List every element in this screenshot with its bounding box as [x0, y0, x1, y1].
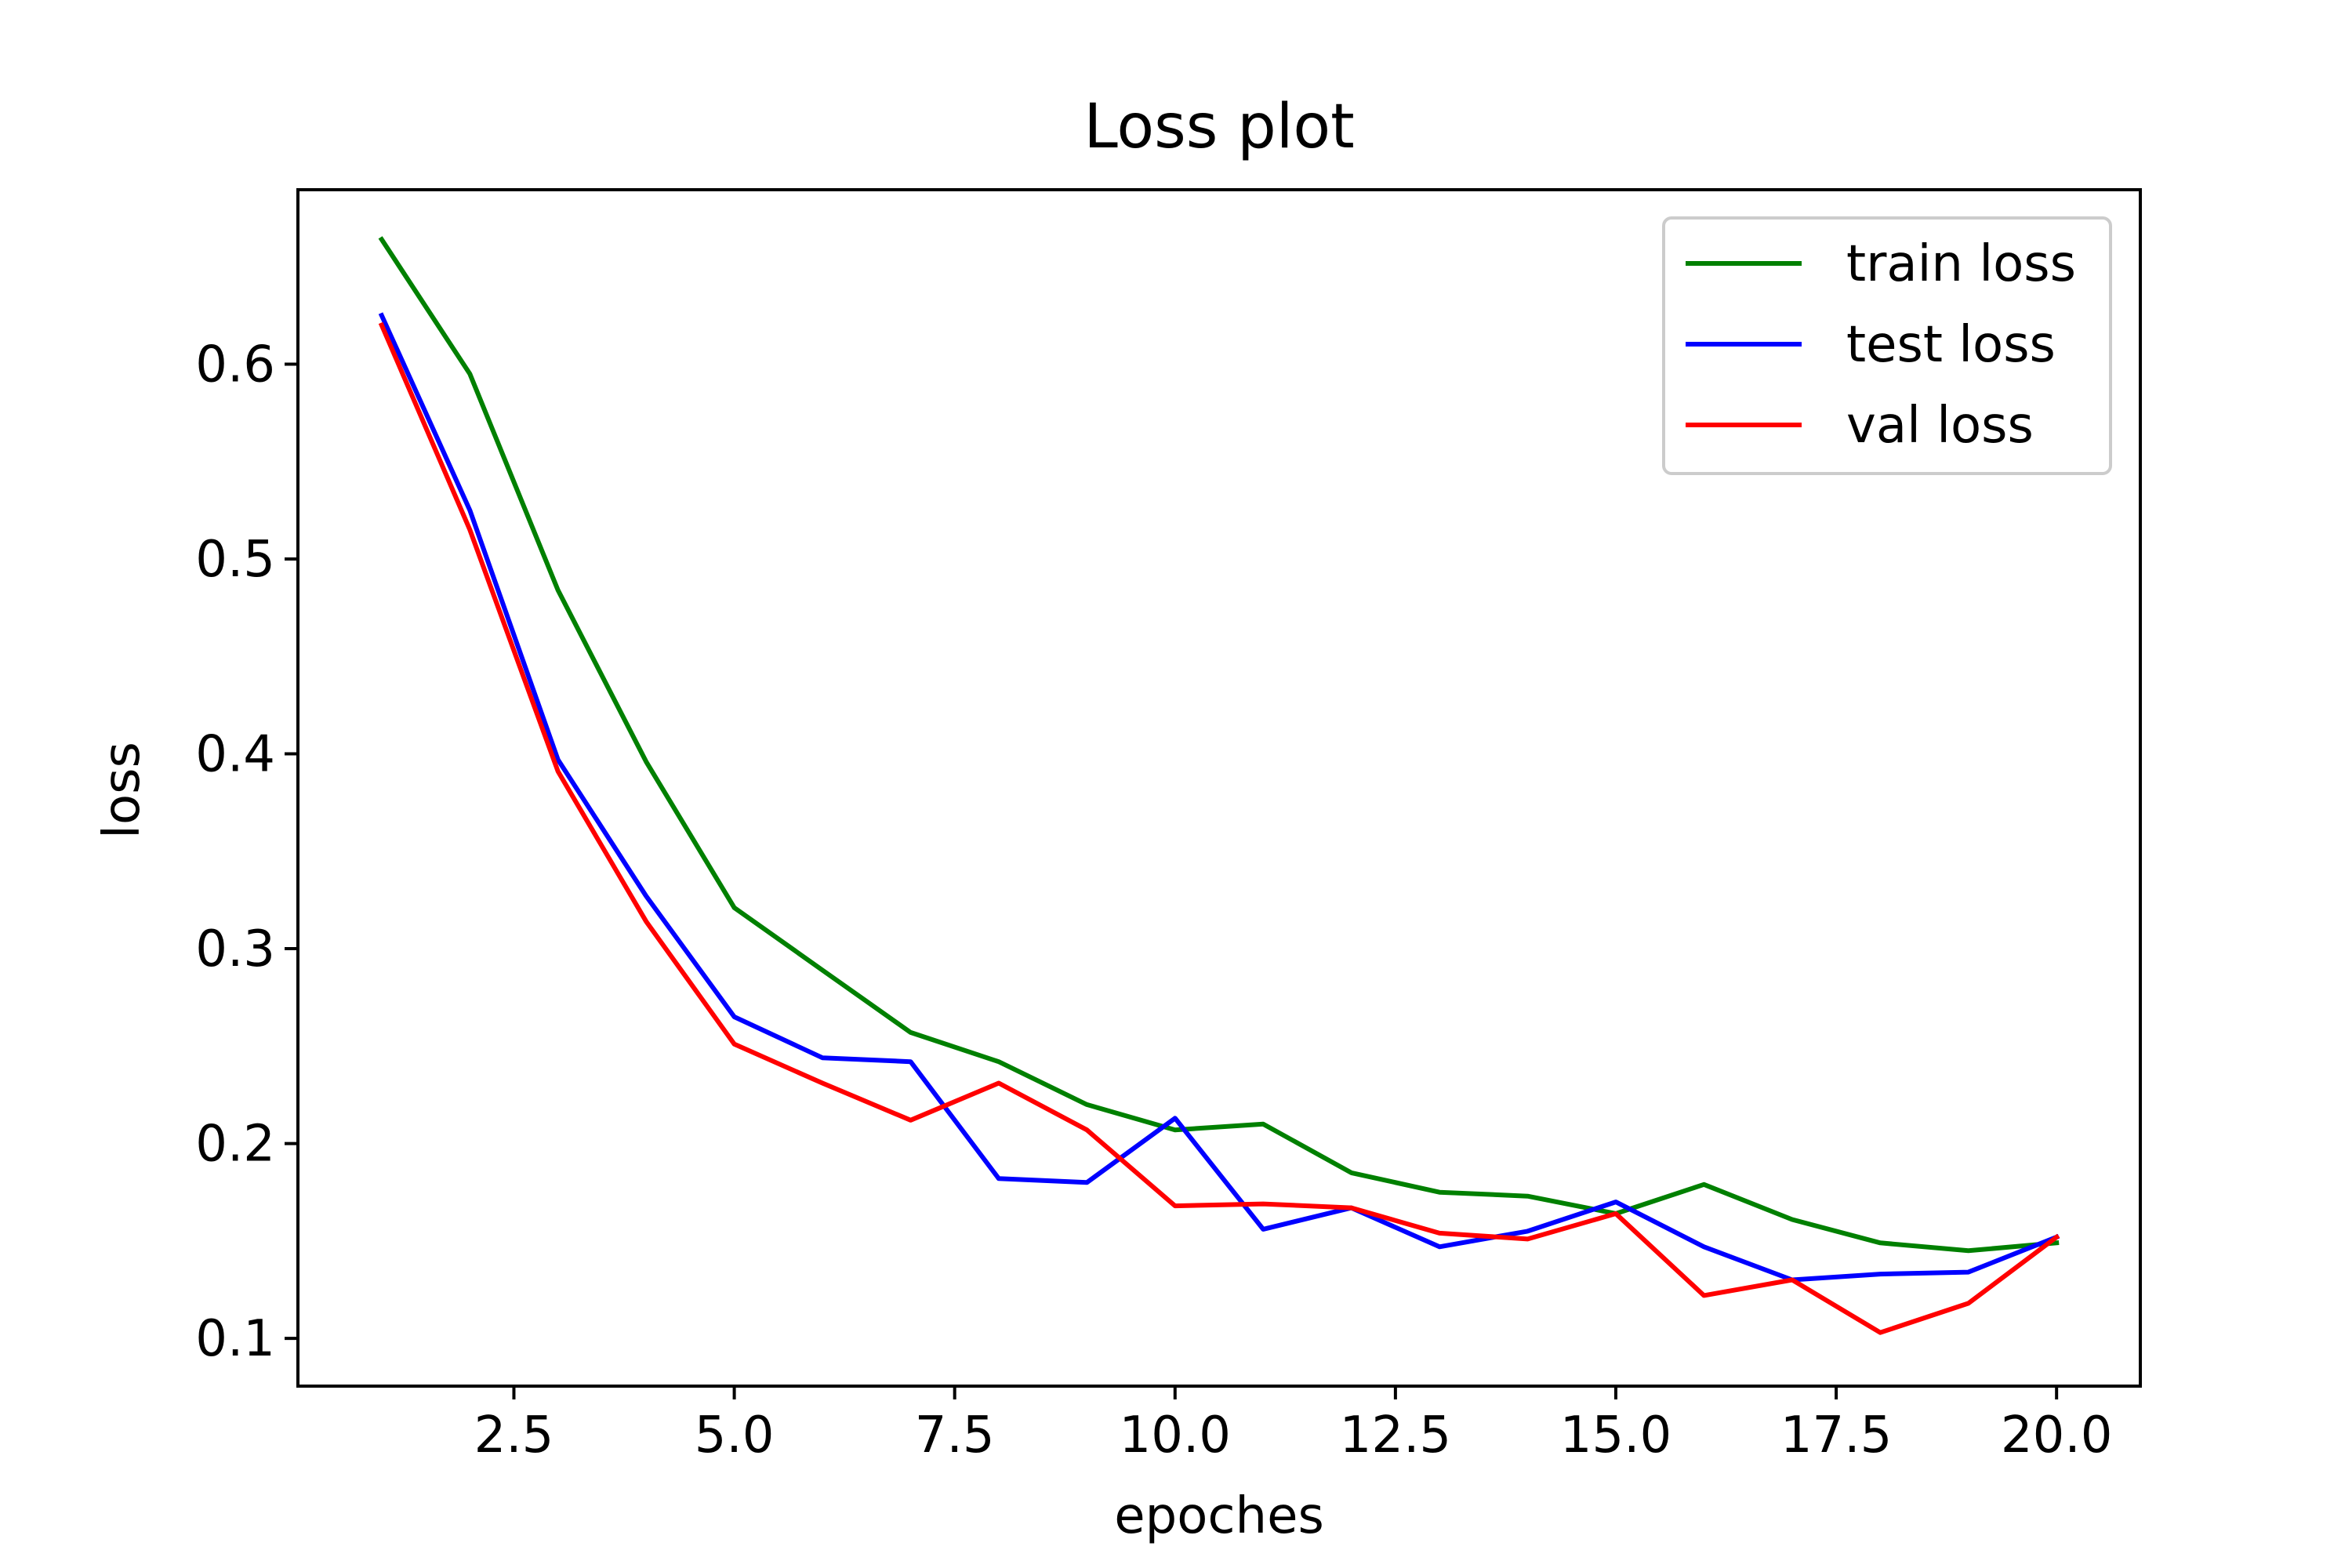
y-tick-label: 0.2 [195, 1116, 275, 1174]
x-tick-label: 17.5 [1780, 1406, 1893, 1465]
y-tick-label: 0.3 [195, 920, 275, 978]
y-tick-label: 0.1 [195, 1310, 275, 1368]
series-layer [378, 236, 2060, 1335]
x-axis-ticks: 2.5 5.0 7.5 10.0 12.5 15.0 17.5 20.0 [474, 1386, 2113, 1465]
legend-box [1662, 216, 2112, 475]
series-line-3 [378, 321, 2060, 1335]
x-tick-label: 12.5 [1340, 1406, 1452, 1465]
plot-area-frame [296, 188, 2142, 1388]
chart-title: Loss plot [1083, 92, 1354, 162]
x-axis-label: epoches [1114, 1487, 1324, 1545]
y-axis-label: loss [93, 742, 151, 839]
x-tick-label: 15.0 [1560, 1406, 1672, 1465]
x-tick-label: 7.5 [915, 1406, 995, 1465]
x-tick-label: 20.0 [2001, 1406, 2113, 1465]
legend-label-1: train loss [1846, 235, 2076, 293]
y-tick-label: 0.4 [195, 726, 275, 784]
y-axis-ticks: 0.1 0.2 0.3 0.4 0.5 0.6 [195, 336, 298, 1368]
series-line-1 [378, 236, 2060, 1254]
series-line-2 [378, 312, 2060, 1283]
y-tick-label: 0.6 [195, 336, 275, 394]
x-tick-label: 2.5 [474, 1406, 554, 1465]
x-tick-label: 10.0 [1120, 1406, 1232, 1465]
legend-label-2: test loss [1846, 316, 2056, 374]
legend-label-3: val loss [1846, 397, 2034, 455]
x-tick-label: 5.0 [695, 1406, 775, 1465]
y-tick-label: 0.5 [195, 531, 275, 589]
legend: train loss test loss val loss [1662, 216, 2112, 475]
